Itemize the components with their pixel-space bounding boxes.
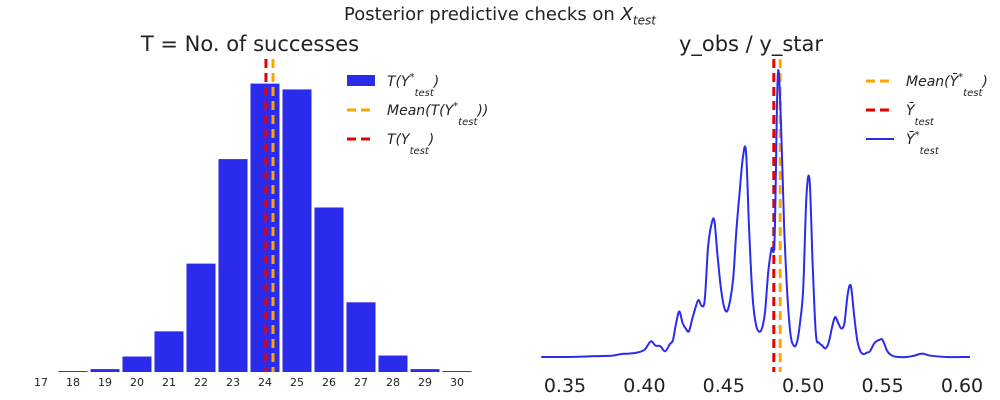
x-tick-label-18: 18 (66, 376, 80, 389)
bar-30 (442, 371, 472, 372)
line-chart-panel: y_obs / y_star 0.35 0.40 0.45 0.50 0.55 0.60 … (541, 32, 988, 397)
bar-19 (90, 369, 120, 372)
x-tick-label-0.55: 0.55 (861, 375, 903, 397)
x-tick-label-28: 28 (386, 376, 400, 389)
bar-chart-panel: T = No. of successes 17 18 19 20 21 22 23 24 25 2… (34, 32, 488, 389)
x-tick-label-23: 23 (226, 376, 240, 389)
x-tick-label-27: 27 (354, 376, 368, 389)
bar-chart-title: T = No. of successes (140, 32, 359, 56)
bar-21 (154, 331, 184, 372)
bar-20 (122, 356, 152, 372)
legend-label-1: Ȳtest (906, 102, 935, 128)
x-tick-label-22: 22 (194, 376, 208, 389)
x-tick-label-0.40: 0.40 (623, 375, 665, 397)
line-chart-marks (541, 69, 970, 359)
bar-27 (346, 302, 376, 372)
legend-swatch-0 (347, 75, 375, 86)
x-tick-label-29: 29 (418, 376, 432, 389)
bar-28 (378, 355, 408, 372)
x-tick-label-19: 19 (98, 376, 112, 389)
x-tick-label-25: 25 (290, 376, 304, 389)
bar-25 (282, 89, 312, 372)
legend-label-0: T(Y*test) (387, 72, 439, 99)
suptitle-subscript: test (632, 13, 656, 28)
line-chart-reference-lines (772, 59, 782, 372)
x-tick-label-0.50: 0.50 (782, 375, 824, 397)
bar-chart-reference-lines (264, 59, 275, 372)
legend-label-2: Ȳ*test (906, 130, 940, 157)
line-chart-x-axis: 0.35 0.40 0.45 0.50 0.55 0.60 (544, 375, 983, 397)
bar-chart-legend: T(Y*test)Mean(T(Y*test)) T(Ytest) (347, 72, 488, 157)
x-tick-label-26: 26 (322, 376, 336, 389)
bar-chart-x-axis: 17 18 19 20 21 22 23 24 25 26 27 28 29 30 (34, 376, 464, 389)
suptitle-text: Posterior predictive checks on (344, 4, 621, 25)
density-line-0 (541, 69, 970, 359)
bar-29 (410, 369, 440, 372)
bar-18 (58, 371, 88, 372)
bar-22 (186, 263, 216, 372)
legend-label-1: Mean(T(Y*test)) (387, 101, 488, 128)
x-tick-label-0.45: 0.45 (703, 375, 745, 397)
x-tick-label-0.35: 0.35 (544, 375, 586, 397)
bar-26 (314, 207, 344, 372)
line-chart-title: y_obs / y_star (679, 32, 823, 57)
legend-label-0: Mean(Ȳ*test) (906, 72, 988, 99)
x-tick-label-30: 30 (450, 376, 464, 389)
x-tick-label-17: 17 (34, 376, 48, 389)
bar-23 (218, 159, 248, 372)
legend-label-2: T(Ytest) (387, 132, 434, 157)
x-tick-label-24: 24 (258, 376, 272, 389)
x-tick-label-0.60: 0.60 (941, 375, 983, 397)
figure-suptitle: Posterior predictive checks on Xtest (0, 4, 1000, 32)
x-tick-label-20: 20 (130, 376, 144, 389)
x-tick-label-21: 21 (162, 376, 176, 389)
suptitle-var: X (620, 4, 633, 25)
